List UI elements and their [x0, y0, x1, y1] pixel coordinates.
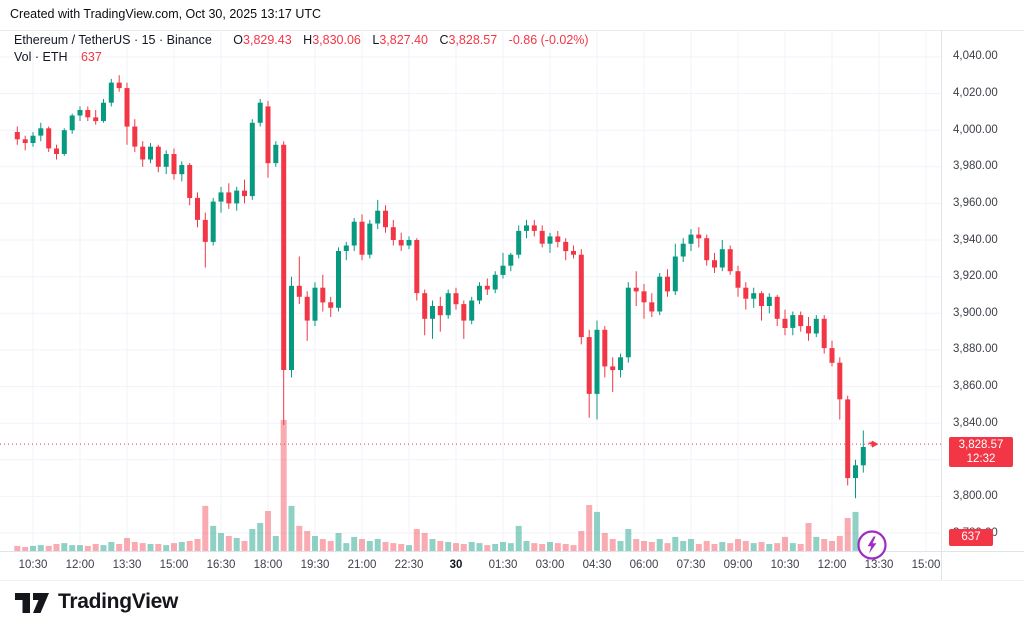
change-value: -0.86 (-0.02%) — [508, 33, 589, 47]
credit-text: Created with TradingView.com, Oct 30, 20… — [10, 7, 322, 21]
lightning-icon — [857, 530, 887, 560]
price-axis[interactable]: 4,040.00 4,020.00 4,000.00 3,980.00 3,960.00… — [941, 30, 1024, 551]
price-axis-divider — [941, 30, 942, 580]
current-price-badge: 3,828.57 12:32 — [949, 437, 1013, 468]
time-axis-divider — [0, 551, 1024, 552]
current-price-line — [0, 440, 941, 448]
brand-name: TradingView — [58, 590, 179, 613]
time-axis[interactable]: 10:30 12:00 13:30 15:00 16:30 18:00 19:30 21:00… — [0, 551, 1024, 580]
close-label: C — [439, 33, 449, 47]
time-axis-label: 30 — [449, 559, 463, 571]
time-axis-label: 12:00 — [65, 559, 95, 571]
symbol-title[interactable]: Ethereum / TetherUS · 15 · Binance — [14, 33, 212, 47]
price-axis-label: 4,040.00 — [953, 50, 998, 63]
open-label: O — [233, 33, 244, 47]
volume-value: 637 — [80, 50, 102, 64]
time-axis-label: 13:30 — [864, 559, 894, 571]
time-axis-label: 03:00 — [535, 559, 565, 571]
time-axis-label: 18:00 — [253, 559, 283, 571]
lightning-marker[interactable] — [856, 529, 888, 561]
volume-layer — [14, 419, 875, 551]
time-axis-label: 12:00 — [817, 559, 847, 571]
time-axis-label: 07:30 — [676, 559, 706, 571]
time-axis-label: 15:00 — [159, 559, 189, 571]
tradingview-logo-icon — [15, 593, 49, 613]
price-axis-label: 3,940.00 — [953, 233, 998, 246]
time-axis-label: 09:00 — [723, 559, 753, 571]
time-axis-label: 22:30 — [394, 559, 424, 571]
time-axis-label: 21:00 — [347, 559, 377, 571]
bar-countdown: 12:32 — [966, 453, 996, 466]
grid-layer — [0, 30, 941, 551]
candles-layer — [14, 75, 874, 499]
time-axis-label: 01:30 — [488, 559, 518, 571]
price-axis-label: 3,840.00 — [953, 416, 998, 429]
open-value: 3,829.43 — [243, 33, 292, 47]
high-label: H — [303, 33, 313, 47]
high-value: 3,830.06 — [312, 33, 361, 47]
time-axis-label: 10:30 — [770, 559, 800, 571]
chart-legend: Ethereum / TetherUS · 15 · Binance O3,82… — [14, 33, 589, 65]
candlestick-plot[interactable] — [0, 0, 941, 580]
volume-label[interactable]: Vol · ETH — [14, 50, 68, 64]
price-axis-label: 3,920.00 — [953, 270, 998, 283]
time-axis-label: 04:30 — [582, 559, 612, 571]
price-axis-label: 3,800.00 — [953, 489, 998, 502]
current-volume-badge: 637 — [949, 529, 993, 546]
price-axis-label: 3,880.00 — [953, 343, 998, 356]
time-axis-label: 06:00 — [629, 559, 659, 571]
low-label: L — [372, 33, 380, 47]
close-value: 3,828.57 — [448, 33, 498, 47]
price-axis-label: 3,980.00 — [953, 160, 998, 173]
current-price-value: 3,828.57 — [958, 439, 1004, 452]
time-axis-label: 10:30 — [18, 559, 48, 571]
pane-top-border — [0, 30, 1024, 31]
time-axis-label: 15:00 — [911, 559, 941, 571]
price-axis-label: 3,900.00 — [953, 306, 998, 319]
price-axis-label: 4,000.00 — [953, 123, 998, 136]
low-value: 3,827.40 — [379, 33, 428, 47]
time-axis-label: 16:30 — [206, 559, 236, 571]
footer-divider — [0, 580, 1024, 581]
price-axis-label: 3,960.00 — [953, 196, 998, 209]
price-axis-label: 3,860.00 — [953, 380, 998, 393]
time-axis-label: 13:30 — [112, 559, 142, 571]
price-axis-label: 4,020.00 — [953, 87, 998, 100]
time-axis-label: 19:30 — [300, 559, 330, 571]
brand-footer[interactable]: TradingView — [14, 588, 178, 616]
